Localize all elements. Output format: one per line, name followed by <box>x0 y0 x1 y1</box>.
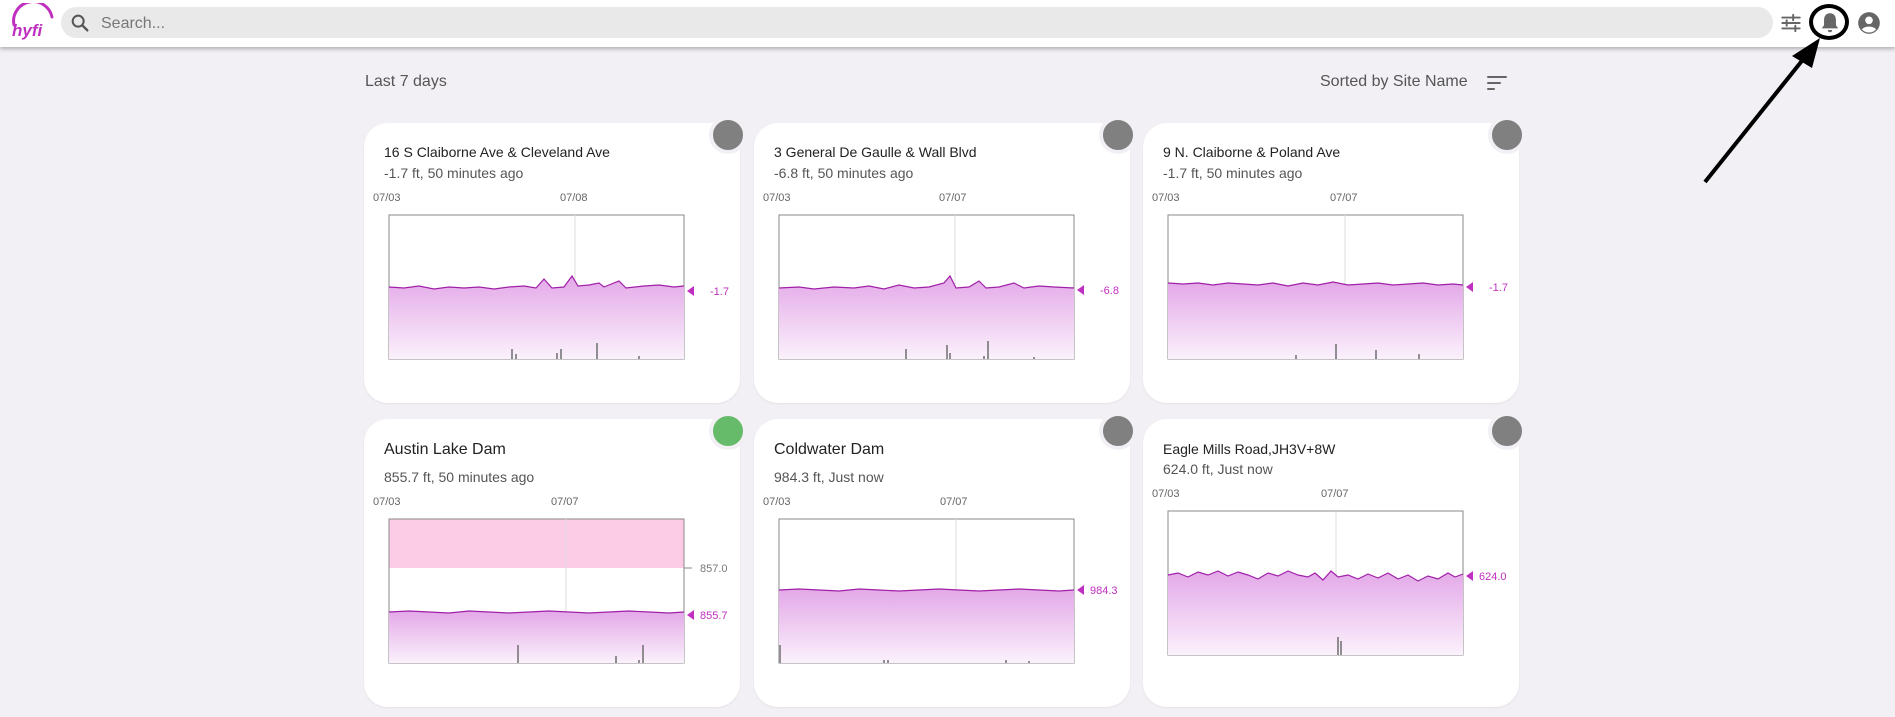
status-indicator <box>709 412 747 450</box>
site-card[interactable]: Austin Lake Dam 855.7 ft, 50 minutes ago… <box>364 412 747 707</box>
x-tick-label: 07/07 <box>1321 488 1349 500</box>
threshold-band <box>389 519 684 568</box>
site-title: Eagle Mills Road,JH3V+8W <box>1163 441 1336 457</box>
current-value-label: 984.3 <box>1090 585 1118 597</box>
site-title: 16 S Claiborne Ave & Cleveland Ave <box>384 144 610 160</box>
site-reading: -1.7 ft, 50 minutes ago <box>1163 165 1303 181</box>
sort-icon[interactable] <box>1485 72 1509 94</box>
x-tick-label: 07/03 <box>763 496 791 508</box>
site-reading: 984.3 ft, Just now <box>774 469 884 485</box>
sparkline-chart: 07/03 07/07 857.0 855.7 <box>373 496 728 664</box>
x-tick-label: 07/03 <box>763 192 791 204</box>
threshold-label: 857.0 <box>700 563 728 575</box>
site-card[interactable]: 16 S Claiborne Ave & Cleveland Ave -1.7 … <box>364 116 747 403</box>
x-tick-label: 07/03 <box>373 192 401 204</box>
sparkline-chart: 07/03 07/08 -1.7 <box>373 192 729 360</box>
site-title: 9 N. Claiborne & Poland Ave <box>1163 144 1341 160</box>
current-value-label: 624.0 <box>1479 571 1507 583</box>
sparkline-chart: 07/03 07/07 624.0 <box>1152 488 1507 656</box>
site-reading: 624.0 ft, Just now <box>1163 461 1273 477</box>
site-reading: -6.8 ft, 50 minutes ago <box>774 165 914 181</box>
bell-icon[interactable] <box>1817 10 1843 36</box>
x-tick-label: 07/07 <box>940 496 968 508</box>
site-card[interactable]: 9 N. Claiborne & Poland Ave -1.7 ft, 50 … <box>1143 116 1526 403</box>
search-icon <box>71 14 89 32</box>
top-app-bar: hyfi <box>0 0 1895 47</box>
x-tick-label: 07/08 <box>560 192 588 204</box>
sort-label[interactable]: Sorted by Site Name <box>1320 73 1468 90</box>
search-bar[interactable] <box>61 7 1773 38</box>
site-reading: 855.7 ft, 50 minutes ago <box>384 469 535 485</box>
status-indicator <box>709 116 747 154</box>
status-indicator <box>1488 116 1526 154</box>
x-tick-label: 07/03 <box>1152 488 1180 500</box>
status-indicator <box>1488 412 1526 450</box>
current-value-label: -1.7 <box>1489 282 1508 294</box>
current-value-label: 855.7 <box>700 610 728 622</box>
site-card[interactable]: Eagle Mills Road,JH3V+8W 624.0 ft, Just … <box>1143 412 1526 707</box>
filter-sliders-icon[interactable] <box>1778 10 1804 36</box>
x-tick-label: 07/03 <box>1152 192 1180 204</box>
status-indicator <box>1099 116 1137 154</box>
sparkline-chart: 07/03 07/07 -1.7 <box>1152 192 1508 360</box>
site-title: Coldwater Dam <box>774 441 885 458</box>
site-title: 3 General De Gaulle & Wall Blvd <box>774 144 977 160</box>
sparkline-chart: 07/03 07/07 -6.8 <box>763 192 1119 360</box>
period-label: Last 7 days <box>365 73 447 90</box>
x-tick-label: 07/07 <box>939 192 967 204</box>
hyfi-logo[interactable]: hyfi <box>8 3 56 43</box>
site-reading: -1.7 ft, 50 minutes ago <box>384 165 524 181</box>
x-tick-label: 07/07 <box>1330 192 1358 204</box>
x-tick-label: 07/07 <box>551 496 579 508</box>
site-card[interactable]: 3 General De Gaulle & Wall Blvd -6.8 ft,… <box>754 116 1137 403</box>
svg-text:hyfi: hyfi <box>12 21 44 40</box>
account-circle-icon[interactable] <box>1856 10 1882 36</box>
x-tick-label: 07/03 <box>373 496 401 508</box>
status-indicator <box>1099 412 1137 450</box>
search-input[interactable] <box>99 10 1703 37</box>
sparkline-chart: 07/03 07/07 984.3 <box>763 496 1118 664</box>
site-title: Austin Lake Dam <box>384 441 506 458</box>
site-card[interactable]: Coldwater Dam 984.3 ft, Just now 07/03 0… <box>754 412 1137 707</box>
current-value-label: -6.8 <box>1100 285 1119 297</box>
current-value-label: -1.7 <box>710 286 729 298</box>
